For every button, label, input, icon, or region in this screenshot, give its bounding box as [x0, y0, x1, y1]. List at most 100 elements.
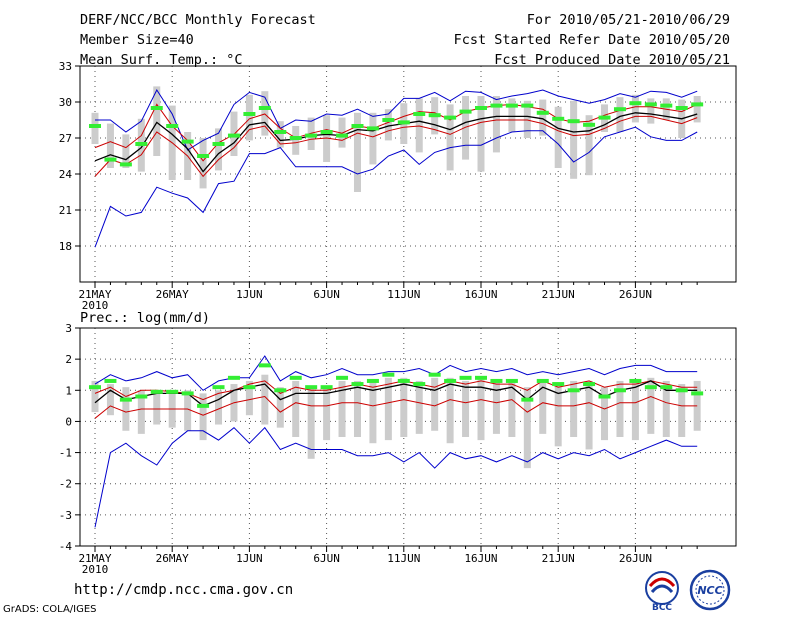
- member-size: Member Size=40: [80, 32, 194, 48]
- prec-range-bar: [415, 380, 423, 434]
- temp-obs-marker: [475, 106, 487, 110]
- prec-obs-marker: [243, 385, 256, 390]
- temp-obs-marker: [150, 106, 163, 110]
- prec-range-bar: [384, 377, 392, 441]
- y-tick-label: 3: [65, 322, 72, 335]
- prec-range-bar: [400, 377, 408, 437]
- prec-range-bar: [122, 387, 130, 431]
- x-tick-label: 11JUN: [387, 288, 420, 301]
- temp-range-bar: [153, 86, 161, 156]
- prec-range-bar: [292, 380, 300, 437]
- prec-obs-marker: [166, 389, 179, 394]
- x-tick-label: 6JUN: [313, 552, 340, 565]
- prec-obs-marker: [660, 385, 673, 390]
- temp-range-bar: [338, 117, 346, 148]
- prec-range-bar: [570, 380, 578, 437]
- prec-obs-marker: [150, 389, 163, 394]
- ncc-logo-text: NCC: [697, 584, 722, 597]
- prec-range-bar: [678, 384, 686, 437]
- prec-obs-marker: [644, 385, 657, 390]
- temp-range-bar: [585, 115, 593, 176]
- temp-obs-marker: [351, 124, 364, 128]
- ncc-logo: NCC: [689, 569, 731, 611]
- prec-range-bar: [91, 380, 99, 413]
- prec-range-bar: [601, 387, 609, 441]
- grads-credit: GrADS: COLA/IGES: [3, 604, 97, 615]
- y-tick-label: -1: [59, 447, 72, 460]
- prec-obs-marker: [227, 375, 240, 380]
- prec-range-bar: [199, 393, 207, 441]
- temp-range-bar: [616, 97, 624, 132]
- prec-obs-marker: [135, 394, 148, 399]
- bcc-logo: BCC: [645, 571, 679, 612]
- prec-obs-marker: [490, 378, 503, 383]
- prec-obs-marker: [675, 388, 688, 393]
- temp-obs-marker: [598, 115, 611, 120]
- temp-range-bar: [384, 109, 392, 141]
- temp-range-bar: [261, 91, 269, 136]
- temp-obs-marker: [660, 103, 673, 108]
- temp-range-bar: [631, 94, 639, 123]
- temp-range-bar: [415, 98, 423, 153]
- prec-obs-marker: [505, 378, 518, 383]
- prec-obs-marker: [289, 375, 302, 380]
- temp-min-line: [94, 126, 698, 248]
- temp-range-bar: [323, 115, 331, 162]
- x-tick-label: 21JUN: [542, 288, 575, 301]
- temp-range-bar: [523, 100, 531, 138]
- temp-obs-marker: [613, 107, 626, 112]
- temp-upper-line: [94, 103, 698, 162]
- temp-obs-marker: [505, 103, 518, 108]
- x-tick-year: 2010: [82, 299, 109, 312]
- prec-range-bar: [369, 380, 377, 444]
- prec-obs-marker: [212, 385, 225, 390]
- temp-obs-marker: [320, 130, 333, 134]
- temp-obs-marker: [227, 133, 240, 138]
- temp-obs-marker: [274, 130, 287, 134]
- y-tick-label: -3: [59, 509, 72, 522]
- prec-range-bar: [446, 377, 454, 444]
- prec-obs-marker: [536, 378, 549, 383]
- temp-obs-marker: [521, 103, 534, 108]
- prec-obs-marker: [382, 372, 395, 377]
- temperature-panel: 18 21 24 27 30 33 21MAY 26MAY 1JUN 6JUN 11JUN 16JUN…: [59, 60, 737, 312]
- temp-lower-line: [94, 115, 698, 178]
- prec-range-bar: [616, 380, 624, 437]
- temp-obs-marker: [490, 103, 503, 108]
- prec-max-line: [94, 355, 698, 391]
- header-right: For 2010/05/21-2010/06/29 Fcst Started R…: [454, 12, 730, 72]
- prec-obs-marker: [258, 363, 271, 368]
- prec-obs-marker: [691, 391, 704, 396]
- prec-range-bar: [153, 390, 161, 425]
- prec-range-bar: [338, 380, 346, 437]
- temp-obs-marker: [644, 102, 657, 107]
- prec-range-bar: [245, 380, 253, 416]
- prec-obs-marker: [366, 378, 379, 383]
- prec-obs-marker: [629, 378, 642, 383]
- prec-obs-marker: [181, 391, 194, 396]
- temp-obs-marker: [629, 101, 642, 106]
- prec-range-bar: [431, 377, 439, 431]
- temp-mean-line: [94, 112, 698, 173]
- prec-obs-marker: [428, 372, 441, 377]
- x-tick-label: 16JUN: [464, 288, 497, 301]
- footer-url[interactable]: http://cmdp.ncc.cma.gov.cn: [74, 582, 294, 598]
- prec-lower-line: [94, 395, 698, 419]
- temp-obs-marker: [212, 142, 225, 146]
- temp-obs-marker: [536, 110, 549, 115]
- bcc-logo-text: BCC: [652, 603, 672, 612]
- prec-obs-marker: [475, 375, 487, 380]
- prec-range-bar: [137, 390, 145, 434]
- x-tick-label: 26MAY: [156, 288, 189, 301]
- prec-obs-marker: [444, 378, 457, 383]
- prec-obs-marker: [552, 382, 565, 387]
- temp-range-bar: [215, 128, 223, 171]
- prec-range-bar: [477, 377, 485, 441]
- temp-obs-marker: [243, 112, 256, 116]
- temp-range-bar: [369, 112, 377, 165]
- prec-range-bar: [106, 384, 114, 416]
- temp-obs-marker: [675, 106, 688, 110]
- prec-mean-line: [94, 380, 698, 407]
- prec-range-bar: [276, 387, 284, 428]
- temp-range-bar: [245, 94, 253, 141]
